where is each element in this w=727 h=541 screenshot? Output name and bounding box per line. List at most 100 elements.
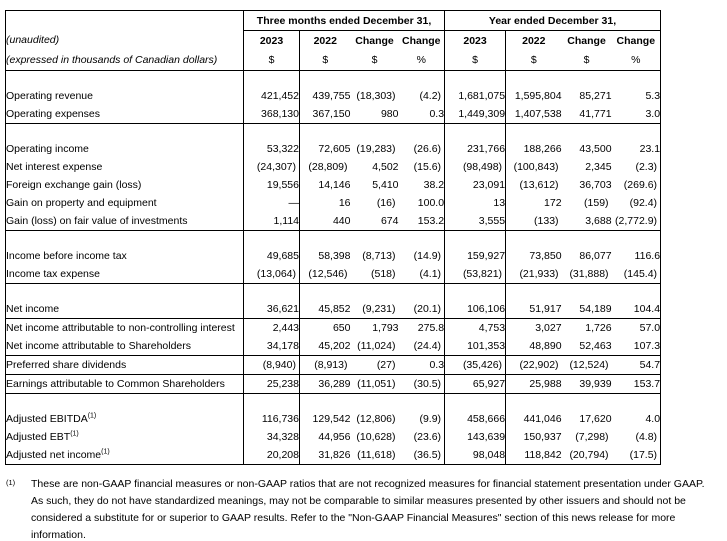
table-row: Net income 36,621 45,852 (9,231) (20.1) 106,1… (5, 300, 661, 319)
col-header-q-2022: 2022 (313, 34, 337, 47)
footnote-text: These are non-GAAP financial measures or… (31, 478, 705, 541)
cell-value: 38.2 (398, 176, 446, 194)
corner-cell (5, 10, 244, 31)
cell-value: 43,500 (579, 143, 612, 155)
cell-value: 458,666 (444, 410, 507, 428)
row-label: Adjusted EBITDA(1) (5, 410, 244, 428)
cell-value: (35,426) (444, 355, 507, 375)
cell-value: (17.5) (611, 446, 661, 465)
cell-value: 116,736 (243, 410, 300, 428)
cell-value: 1,681,075 (444, 87, 507, 105)
spacer-cell (444, 230, 507, 247)
cell-value: (12,546) (299, 265, 351, 284)
cell-value: (92.4) (629, 197, 658, 209)
spacer-cell (300, 71, 351, 88)
cell-value: 58,398 (318, 250, 351, 262)
spacer-cell (243, 283, 300, 300)
table-row: Income tax expense (13,064) (12,546) (518)(… (5, 265, 661, 284)
unit-q-change-pct: % (398, 50, 446, 71)
spacer-row (5, 393, 661, 411)
cell-value: 1,407,538 (505, 105, 562, 124)
spacer-cell (5, 123, 244, 140)
cell-value: 106,106 (444, 300, 507, 319)
col-header-y-2022: 2022 (522, 34, 546, 47)
cell-value: (8,940) (243, 355, 300, 375)
footnote-reference: (1) (101, 448, 110, 456)
table-row: Gain on property and equipment — 16 (16) 100… (5, 194, 661, 212)
unit-y-change-pct: % (611, 50, 661, 71)
unit-q-2023: $ (243, 50, 300, 71)
table-row: Net income attributable to Shareholders 3… (5, 337, 661, 356)
cell-value: (36.5) (398, 446, 446, 465)
cell-value: (16) (376, 197, 396, 209)
cell-value: (13,612) (519, 179, 559, 191)
cell-value: (12,806) (356, 413, 396, 425)
cell-value: 104.4 (611, 300, 661, 319)
cell-value: 0.3 (398, 105, 446, 124)
note-currency: (expressed in thousands of Canadian doll… (5, 50, 244, 71)
row-label: Net income attributable to Shareholders (5, 337, 244, 356)
cell-value: 4,502 (372, 161, 399, 173)
cell-value: (518) (350, 265, 399, 284)
cell-value: 48,890 (505, 337, 562, 356)
cell-value: 23.1 (639, 143, 661, 155)
cell-value: 172 (544, 197, 562, 209)
footnote: (1) These are non-GAAP financial measure… (6, 476, 718, 541)
cell-value: 16 (338, 197, 351, 209)
cell-value: 98,048 (444, 446, 507, 465)
cell-value: 54,189 (561, 300, 612, 319)
cell-value: 439,755 (312, 90, 351, 102)
cell-value: 101,353 (444, 337, 507, 356)
cell-value: — (243, 194, 300, 212)
row-label: Gain on property and equipment (5, 194, 244, 212)
spacer-row (5, 283, 661, 300)
table-body: Operating revenue 421,452 439,755 (18,303)(… (5, 70, 661, 465)
table-row: Operating expenses 368,130 367,150 980 0.3 1,… (5, 105, 661, 124)
spacer-cell (562, 124, 612, 141)
cell-value: (2,772.9) (611, 212, 661, 231)
spacer-cell (351, 394, 399, 411)
cell-value: (100,843) (513, 161, 559, 173)
cell-value: 1,726 (585, 322, 612, 334)
cell-value: (8,713) (362, 250, 396, 262)
group-header-year: Year ended December 31, (444, 10, 661, 31)
unit-y-change-dollar: $ (561, 50, 612, 71)
cell-value: (21,933) (505, 265, 562, 284)
cell-value: 1,114 (243, 212, 300, 231)
cell-value: (20,794) (561, 446, 612, 465)
cell-value: 73,850 (529, 250, 562, 262)
cell-value: (159) (584, 197, 609, 209)
spacer-cell (506, 71, 562, 88)
cell-value: 49,685 (243, 247, 300, 265)
spacer-cell (444, 283, 507, 300)
cell-value: 36,289 (299, 374, 351, 394)
cell-value: 86,077 (579, 250, 612, 262)
cell-value: 72,605 (318, 143, 351, 155)
cell-value: (24,307) (243, 158, 300, 176)
cell-value: 650 (332, 322, 351, 334)
table-row: Preferred share dividends (8,940) (8,913)(… (5, 355, 661, 375)
spacer-cell (562, 231, 612, 248)
cell-value: (24.4) (398, 337, 446, 356)
cell-value: 153.7 (611, 374, 661, 394)
cell-value: 153.2 (398, 212, 446, 231)
cell-value: 368,130 (243, 105, 300, 124)
cell-value: 143,639 (444, 428, 507, 446)
spacer-cell (5, 283, 244, 300)
cell-value: 159,927 (444, 247, 507, 265)
table-row: Gain (loss) on fair value of investments… (5, 212, 661, 231)
table-row: Earnings attributable to Common Sharehol… (5, 374, 661, 394)
cell-value: 1,595,804 (514, 90, 562, 102)
cell-value: (269.6) (623, 179, 658, 191)
unit-q-2022: $ (299, 50, 351, 71)
cell-value: (27) (350, 355, 399, 375)
cell-value: (9.9) (398, 410, 446, 428)
cell-value: 19,556 (243, 176, 300, 194)
cell-value: (28,809) (308, 161, 348, 173)
cell-value: 23,091 (444, 176, 507, 194)
spacer-cell (351, 71, 399, 88)
row-label: Net income (5, 300, 244, 319)
cell-value: (4.8) (635, 431, 658, 443)
cell-value: 107.3 (611, 337, 661, 356)
